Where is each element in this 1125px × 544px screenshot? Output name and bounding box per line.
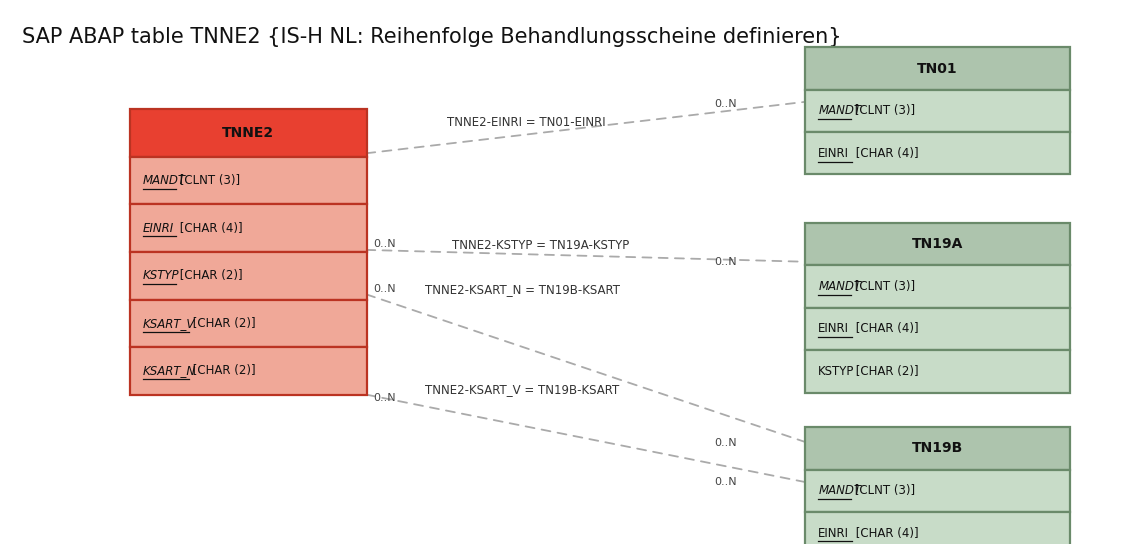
Bar [129, 347, 367, 394]
Bar [806, 90, 1070, 132]
Bar [806, 512, 1070, 544]
Text: KSTYP: KSTYP [818, 365, 855, 378]
Text: MANDT: MANDT [818, 104, 862, 118]
Text: TNNE2-EINRI = TN01-EINRI: TNNE2-EINRI = TN01-EINRI [447, 116, 605, 129]
Bar [806, 469, 1070, 512]
Bar [129, 109, 367, 157]
Bar [129, 157, 367, 205]
Text: MANDT: MANDT [143, 174, 186, 187]
Text: [CLNT (3)]: [CLNT (3)] [852, 280, 916, 293]
Text: TNNE2: TNNE2 [223, 126, 274, 140]
Bar [806, 223, 1070, 265]
Text: [CHAR (4)]: [CHAR (4)] [853, 147, 919, 160]
Bar [129, 252, 367, 300]
Text: EINRI: EINRI [143, 222, 174, 234]
Text: [CLNT (3)]: [CLNT (3)] [852, 484, 916, 497]
Text: [CHAR (2)]: [CHAR (2)] [177, 269, 243, 282]
Text: 0..N: 0..N [372, 239, 396, 249]
Text: 0..N: 0..N [714, 99, 737, 109]
Text: TN01: TN01 [917, 61, 957, 76]
Text: TNNE2-KSART_N = TN19B-KSART: TNNE2-KSART_N = TN19B-KSART [425, 283, 620, 296]
Bar [806, 132, 1070, 175]
Text: [CHAR (4)]: [CHAR (4)] [177, 222, 243, 234]
Bar [129, 300, 367, 347]
Text: [CHAR (2)]: [CHAR (2)] [189, 317, 255, 330]
Text: [CHAR (2)]: [CHAR (2)] [189, 364, 255, 378]
Text: [CHAR (4)]: [CHAR (4)] [853, 323, 919, 336]
Text: [CHAR (4)]: [CHAR (4)] [853, 527, 919, 540]
Text: MANDT: MANDT [818, 280, 862, 293]
Text: [CLNT (3)]: [CLNT (3)] [177, 174, 241, 187]
Text: TN19B: TN19B [911, 441, 963, 455]
Text: 0..N: 0..N [372, 284, 396, 294]
Text: EINRI: EINRI [818, 323, 849, 336]
Bar [129, 205, 367, 252]
Text: EINRI: EINRI [818, 527, 849, 540]
Text: TNNE2-KSART_V = TN19B-KSART: TNNE2-KSART_V = TN19B-KSART [425, 383, 619, 396]
Text: MANDT: MANDT [818, 484, 862, 497]
Text: [CHAR (2)]: [CHAR (2)] [853, 365, 919, 378]
Bar [806, 427, 1070, 469]
Bar [806, 47, 1070, 90]
Text: EINRI: EINRI [818, 147, 849, 160]
Text: 0..N: 0..N [372, 393, 396, 403]
Text: TNNE2-KSTYP = TN19A-KSTYP: TNNE2-KSTYP = TN19A-KSTYP [452, 239, 630, 252]
Bar [806, 265, 1070, 308]
Text: TN19A: TN19A [911, 237, 963, 251]
Text: [CLNT (3)]: [CLNT (3)] [852, 104, 916, 118]
Text: SAP ABAP table TNNE2 {IS-H NL: Reihenfolge Behandlungsscheine definieren}: SAP ABAP table TNNE2 {IS-H NL: Reihenfol… [22, 27, 842, 47]
Text: KSTYP: KSTYP [143, 269, 180, 282]
Text: 0..N: 0..N [714, 257, 737, 267]
Bar [806, 308, 1070, 350]
Text: KSART_V: KSART_V [143, 317, 196, 330]
Text: 0..N: 0..N [714, 438, 737, 448]
Bar [806, 350, 1070, 393]
Text: 0..N: 0..N [714, 478, 737, 487]
Text: KSART_N: KSART_N [143, 364, 196, 378]
